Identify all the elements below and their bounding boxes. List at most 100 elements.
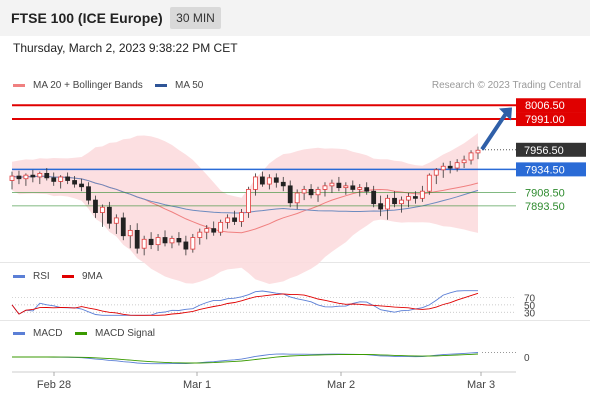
legend-rsi-ma: 9MA [62,271,103,282]
time-axis: Feb 28 Mar 1 Mar 2 Mar 3 [12,371,516,391]
candle [315,189,321,196]
candle [253,176,258,190]
rsi-tick-label: 70 [524,293,536,304]
time-tick-label: Feb 28 [37,379,71,391]
candle [79,183,84,188]
candle [218,221,224,233]
candle [413,196,418,199]
candle [44,172,50,179]
ma50-swatch [155,84,167,87]
candle [350,185,356,190]
legend-rsi-ma-label: 9MA [82,271,103,282]
candle [120,217,126,237]
candle [239,212,244,222]
last-price-label: 7956.50 [524,145,564,157]
candle [211,228,217,233]
candle [433,169,439,176]
bollinger-bands [12,133,478,284]
candle [9,175,15,181]
candle [259,176,265,185]
resistance-label-box [516,98,586,113]
candle [336,182,342,189]
candle [406,196,411,201]
candle [301,189,307,194]
pivot-label-box [516,162,586,177]
candle [343,185,349,189]
candle [461,159,467,164]
candle [176,238,182,243]
legend-rsi-label: RSI [33,271,50,282]
candle [426,174,432,192]
macd-swatch [13,332,25,335]
candle [273,177,279,183]
legend-macd-label: MACD [33,328,63,339]
candle [141,238,147,249]
candle [190,237,196,250]
candle [100,206,105,213]
candle [93,199,98,213]
price-levels: 8006.50 7991.00 7956.50 7934.50 7908.507893.… [12,98,586,213]
candle [280,181,286,187]
candle [287,185,293,204]
candle [246,189,251,213]
legend-ma20-label: MA 20 + Bollinger Bands [33,80,143,91]
candle [475,149,481,154]
candle [232,217,237,222]
candle [357,187,363,190]
support-label: 7908.50 [525,188,565,200]
forecast-arrow-shaft [480,112,508,151]
legend-ma50-label: MA 50 [175,80,204,91]
candles [9,146,481,256]
support-label: 7893.50 [525,201,565,213]
chart-datetime: Thursday, March 2, 2023 9:38:22 PM CET [13,41,238,55]
legend-macd: MACD [13,328,62,339]
candle [371,190,377,205]
legend-macd-signal: MACD Signal [75,328,155,339]
legend-rsi: RSI [13,271,50,282]
candle [399,199,404,205]
resistance-label-box [516,112,586,127]
ma20-swatch [13,84,25,87]
credit-text: Research © 2023 Trading Central [431,80,581,91]
ma50-line [11,175,479,214]
legend-ma50: MA 50 [155,80,203,91]
candle [329,182,335,187]
candle [86,186,91,201]
macd-tick-label: 0 [524,353,530,364]
pivot-label: 7934.50 [525,164,565,176]
candle [385,197,390,210]
forecast-arrow [480,107,512,151]
legend-ma20: MA 20 + Bollinger Bands [13,80,143,91]
rsi-line [11,290,478,316]
timeframe-badge[interactable]: 30 MIN [170,7,221,29]
candle [308,189,314,196]
macd-signal-line [12,353,479,364]
candle [113,217,119,224]
candle [440,165,446,171]
macd-pane-separator [0,320,590,321]
candle [127,229,133,237]
candle [468,152,474,161]
candle [72,180,77,185]
candle [294,192,300,204]
candle [155,237,161,246]
rsi-ma-swatch [62,275,74,278]
candle [225,217,231,223]
candle [16,175,22,180]
time-tick-label: Mar 2 [327,379,355,391]
candle [30,174,36,178]
candle [23,174,29,180]
macd-line [11,352,479,365]
moving-averages [11,175,479,234]
last-price-label-box [516,142,586,157]
candle [197,231,203,238]
macd-signal-swatch [75,332,87,335]
candle [204,228,210,233]
time-tick-label: Mar 1 [183,379,211,391]
rsi-tick-label: 50 [524,301,536,312]
instrument-title: FTSE 100 (ICE Europe) [11,10,163,26]
rsi-ma-line [11,292,479,316]
candle [51,177,57,182]
